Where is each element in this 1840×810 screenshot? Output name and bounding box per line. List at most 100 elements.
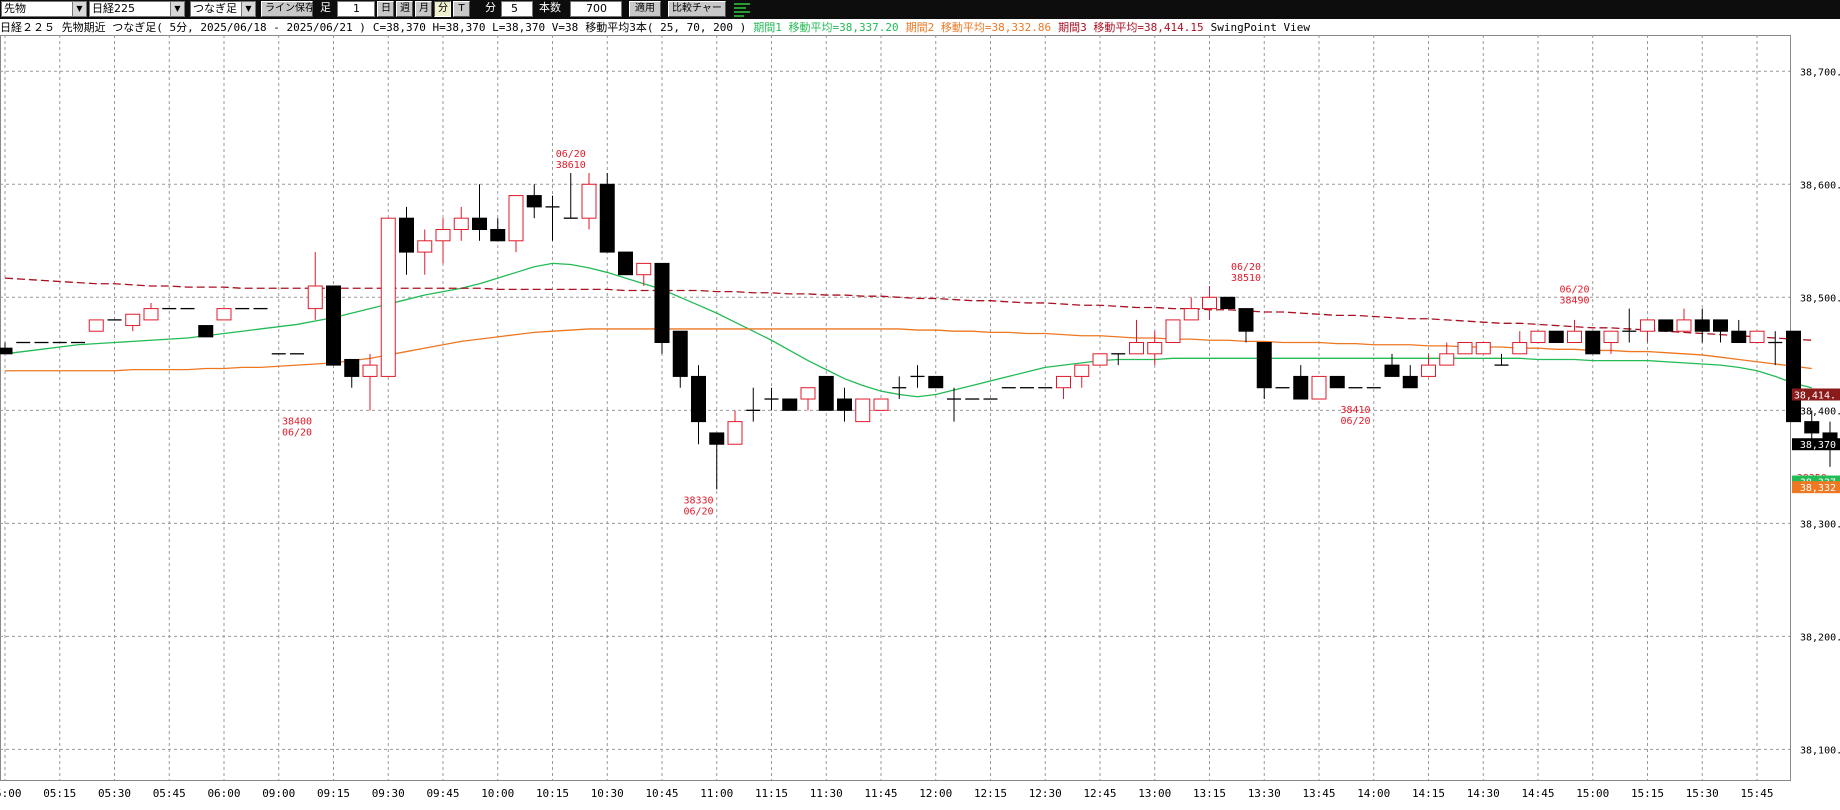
- x-tick-label: 12:45: [1083, 787, 1116, 800]
- bars-value-input[interactable]: 700: [570, 1, 622, 17]
- symbol-select[interactable]: 日経225 ▼: [89, 1, 185, 17]
- candle: [88, 319, 104, 332]
- chart-mode-select[interactable]: つなぎ足 ▼: [190, 1, 256, 17]
- candle: [928, 375, 944, 389]
- x-tick-label: 13:45: [1302, 787, 1335, 800]
- minute-value-input[interactable]: 5: [501, 1, 533, 17]
- candle: [545, 195, 560, 241]
- candle-body: [855, 398, 871, 423]
- candle-body: [380, 217, 396, 377]
- candle: [1183, 297, 1199, 321]
- x-tick-label: 11:45: [864, 787, 897, 800]
- candle: [1056, 375, 1071, 400]
- swing-price: 38610: [556, 160, 586, 171]
- candle: [1768, 331, 1783, 366]
- price-marker-box: [1792, 388, 1840, 401]
- ma1-readout: 期間1 移動平均=38,337.20: [753, 21, 899, 34]
- ma-line-2: [5, 328, 1812, 372]
- price-marker-label: 38,332: [1800, 483, 1836, 494]
- candle-body: [1713, 319, 1728, 332]
- candle-body: [417, 240, 433, 253]
- candle: [380, 217, 396, 377]
- candle: [1329, 375, 1345, 389]
- candle: [1622, 308, 1637, 343]
- candle-body: [1603, 330, 1619, 344]
- candle: [1384, 353, 1400, 377]
- candle: [1567, 319, 1582, 344]
- x-tick-label: 06:00: [207, 787, 240, 800]
- market-select-value: 先物: [4, 2, 26, 15]
- period-count-input[interactable]: 1: [337, 1, 375, 17]
- swing-price: 38410: [1340, 405, 1370, 416]
- candle: [672, 330, 688, 388]
- month-button[interactable]: 月: [415, 1, 432, 17]
- day-button[interactable]: 日: [377, 1, 394, 17]
- ma3-readout: 期間3 移動平均=38,414.15: [1058, 21, 1204, 34]
- candlestick-chart[interactable]: 38,100. 38,200. 38,300. 38,400. 38,500. 38,60…: [0, 35, 1840, 810]
- apply-button[interactable]: 適用: [629, 1, 661, 17]
- candle: [727, 410, 743, 445]
- candle: [837, 387, 852, 422]
- candle: [910, 365, 925, 388]
- swing-price: 38490: [1559, 296, 1589, 307]
- candle-body: [1129, 342, 1144, 355]
- candle: [1402, 365, 1418, 389]
- x-tick-label: 13:30: [1248, 787, 1281, 800]
- x-tick-label: 15:45: [1740, 787, 1773, 800]
- candle: [800, 387, 816, 411]
- tick-button[interactable]: T: [453, 1, 470, 17]
- ohlc-readout: C=38,370 H=38,370 L=38,370 V=38: [372, 21, 579, 34]
- candle-body: [1329, 375, 1345, 389]
- candle-body: [508, 195, 524, 242]
- bars-label: 本数: [539, 1, 561, 14]
- candle: [746, 387, 761, 422]
- candle: [399, 206, 414, 275]
- candle-body: [1220, 296, 1236, 310]
- x-tick-label: 05:15: [43, 787, 76, 800]
- candle-body: [599, 183, 615, 253]
- candle: [344, 358, 360, 388]
- save-line-button[interactable]: ライン保存: [261, 1, 313, 17]
- candle: [1293, 365, 1309, 400]
- candle: [1475, 342, 1491, 355]
- chevron-down-icon: ▼: [72, 2, 86, 16]
- candle-body: [1475, 342, 1491, 355]
- swing-date: 06/20: [282, 427, 312, 438]
- swing-price: 38400: [282, 416, 312, 427]
- market-select[interactable]: 先物 ▼: [1, 1, 87, 17]
- candle: [1494, 353, 1509, 366]
- candle-body: [691, 375, 706, 423]
- week-button[interactable]: 週: [396, 1, 413, 17]
- candle: [1129, 319, 1144, 355]
- candle-body: [1402, 375, 1418, 389]
- y-tick-label: 38,100.: [1800, 745, 1840, 756]
- x-tick-label: 10:30: [591, 787, 624, 800]
- x-tick-label: 10:45: [645, 787, 678, 800]
- candle: [599, 172, 615, 253]
- x-tick-label: 09:45: [426, 787, 459, 800]
- compare-chart-button[interactable]: 比較チャート: [668, 1, 726, 17]
- x-tick-label: 11:30: [810, 787, 843, 800]
- toolbar: 先物 ▼ 日経225 ▼ つなぎ足 ▼ ライン保存 足 1 日 週 月 分 T 分 5…: [0, 0, 1840, 19]
- candle-body: [1567, 330, 1582, 344]
- candle: [417, 229, 433, 275]
- list-lines-icon[interactable]: [732, 1, 752, 17]
- y-tick-label: 38,400.: [1800, 406, 1840, 417]
- x-tick-label: 11:15: [755, 787, 788, 800]
- y-tick-label: 38,700.: [1800, 67, 1840, 78]
- candle: [526, 184, 542, 219]
- ma-line-3: [4, 277, 1812, 341]
- swing-price: 38330: [683, 495, 713, 506]
- candle: [1457, 342, 1473, 355]
- x-tick-label: 12:30: [1029, 787, 1062, 800]
- candle-body: [1384, 364, 1400, 377]
- candle-body: [1056, 375, 1071, 389]
- x-tick-label: 13:15: [1193, 787, 1226, 800]
- candle: [1713, 319, 1728, 343]
- price-marker-label: 38,414.: [1794, 391, 1836, 402]
- candle: [581, 172, 597, 230]
- minute-button[interactable]: 分: [434, 1, 451, 17]
- ma-settings: 移動平均3本( 25, 70, 200 ): [585, 21, 747, 34]
- x-tick-label: 05:00: [0, 787, 22, 800]
